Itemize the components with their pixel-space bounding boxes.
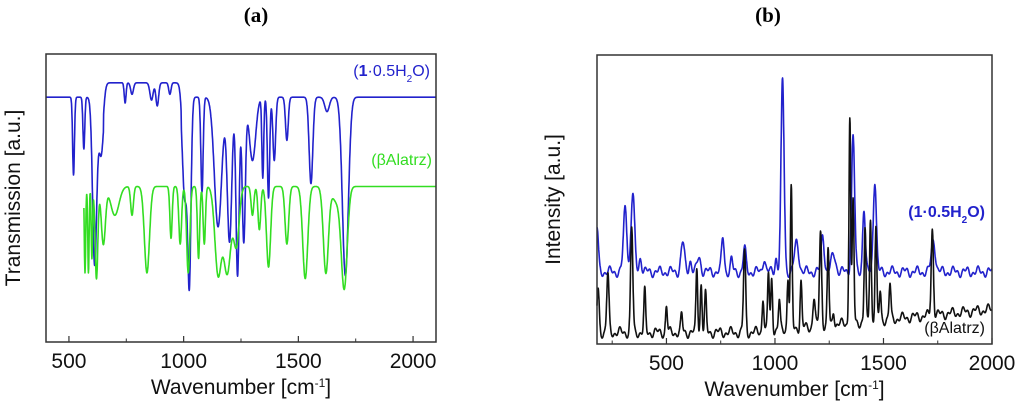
x-tick-label: 1500 <box>860 352 907 375</box>
series-label-part: ( <box>908 204 914 221</box>
series-label-0: (1·0.5H2O) <box>908 204 985 226</box>
x-tick-label: 1000 <box>160 350 207 373</box>
series-label-part: 2 <box>962 215 968 226</box>
series-label-part: ·0.5H <box>368 63 407 80</box>
panel-a-ir-spectrum: (a) (1·0.5H2O) (βAlatrz) 500 1000 1500 2000 Wav… <box>2 3 437 399</box>
x-axis-label-sup: -1 <box>315 376 326 390</box>
x-tick-label: 1500 <box>275 350 322 373</box>
plot-frame <box>596 54 993 345</box>
series-label-1: (βAlatrz) <box>924 320 985 337</box>
series-label-part: O) <box>967 204 985 221</box>
x-axis-label-text: Wavenumber [cm <box>704 378 868 401</box>
series-label-1: (βAlatrz) <box>371 152 432 169</box>
panel-title: (a) <box>244 3 269 27</box>
series-label-part: (βAlatrz) <box>371 152 432 169</box>
series-label-part: ·0.5H <box>923 204 962 221</box>
series-label-part: (βAlatrz) <box>924 320 985 337</box>
x-axis-label-end: ] <box>325 376 331 399</box>
x-tick-label: 500 <box>51 350 86 373</box>
x-tick-label: 2000 <box>969 352 1016 375</box>
x-axis-label: Wavenumber [cm-1] <box>151 376 331 399</box>
x-tick-label: 2000 <box>390 350 437 373</box>
y-axis-label: Intensity [a.u.] <box>542 134 565 265</box>
series-line-1 <box>596 117 993 340</box>
y-axis-label: Transmission [a.u.] <box>2 110 25 287</box>
series-label-0: (1·0.5H2O) <box>353 63 430 85</box>
series-label-part: 1 <box>914 204 923 221</box>
x-axis-label-end: ] <box>879 378 885 401</box>
series-label-part: ( <box>353 63 359 80</box>
series-label-part: 1 <box>359 63 368 80</box>
series-line-0 <box>45 82 437 292</box>
x-tick-label: 500 <box>649 352 684 375</box>
series-line-1 <box>83 185 437 291</box>
x-axis-label: Wavenumber [cm-1] <box>704 378 884 401</box>
x-axis-label-text: Wavenumber [cm <box>151 376 315 399</box>
series-label-part: O) <box>412 63 430 80</box>
x-axis-label-sup: -1 <box>868 378 879 392</box>
panel-title: (b) <box>755 3 781 27</box>
series-line-0 <box>596 77 993 279</box>
x-tick-label: 1000 <box>752 352 799 375</box>
panel-b-raman-spectrum: (b) (1·0.5H2O) (βAlatrz) 500 1000 1500 2000 Wav… <box>542 3 1015 401</box>
series-label-part: 2 <box>407 74 413 85</box>
